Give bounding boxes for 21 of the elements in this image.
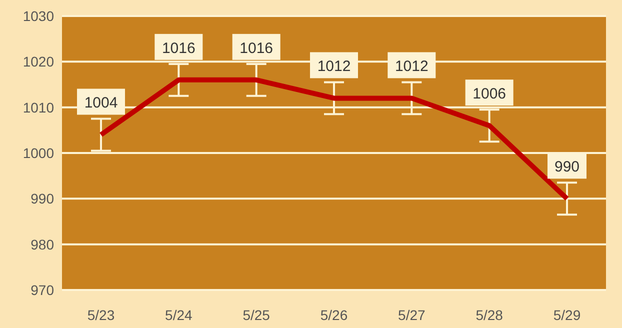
data-label: 1006 [472, 86, 506, 103]
x-tick-label: 5/29 [553, 306, 581, 323]
x-tick-label: 5/28 [476, 306, 504, 323]
y-tick-label: 990 [30, 190, 54, 207]
y-tick-label: 1030 [22, 8, 54, 24]
data-label: 1016 [240, 40, 274, 57]
y-tick-label: 980 [30, 236, 54, 252]
y-tick-label: 1010 [22, 99, 54, 116]
y-tick-label: 1020 [22, 54, 54, 70]
data-label: 990 [554, 158, 580, 176]
data-label: 1016 [162, 40, 196, 57]
data-label: 1004 [84, 94, 118, 112]
data-label: 1012 [317, 58, 351, 76]
x-tick-label: 5/25 [242, 306, 270, 323]
y-tick-label: 1000 [22, 144, 54, 161]
data-label: 1012 [394, 58, 428, 76]
x-tick-label: 5/24 [165, 306, 193, 323]
x-tick-label: 5/26 [320, 306, 348, 323]
x-tick-label: 5/23 [87, 306, 115, 323]
x-tick-label: 5/27 [398, 306, 426, 323]
y-tick-label: 970 [30, 282, 54, 298]
